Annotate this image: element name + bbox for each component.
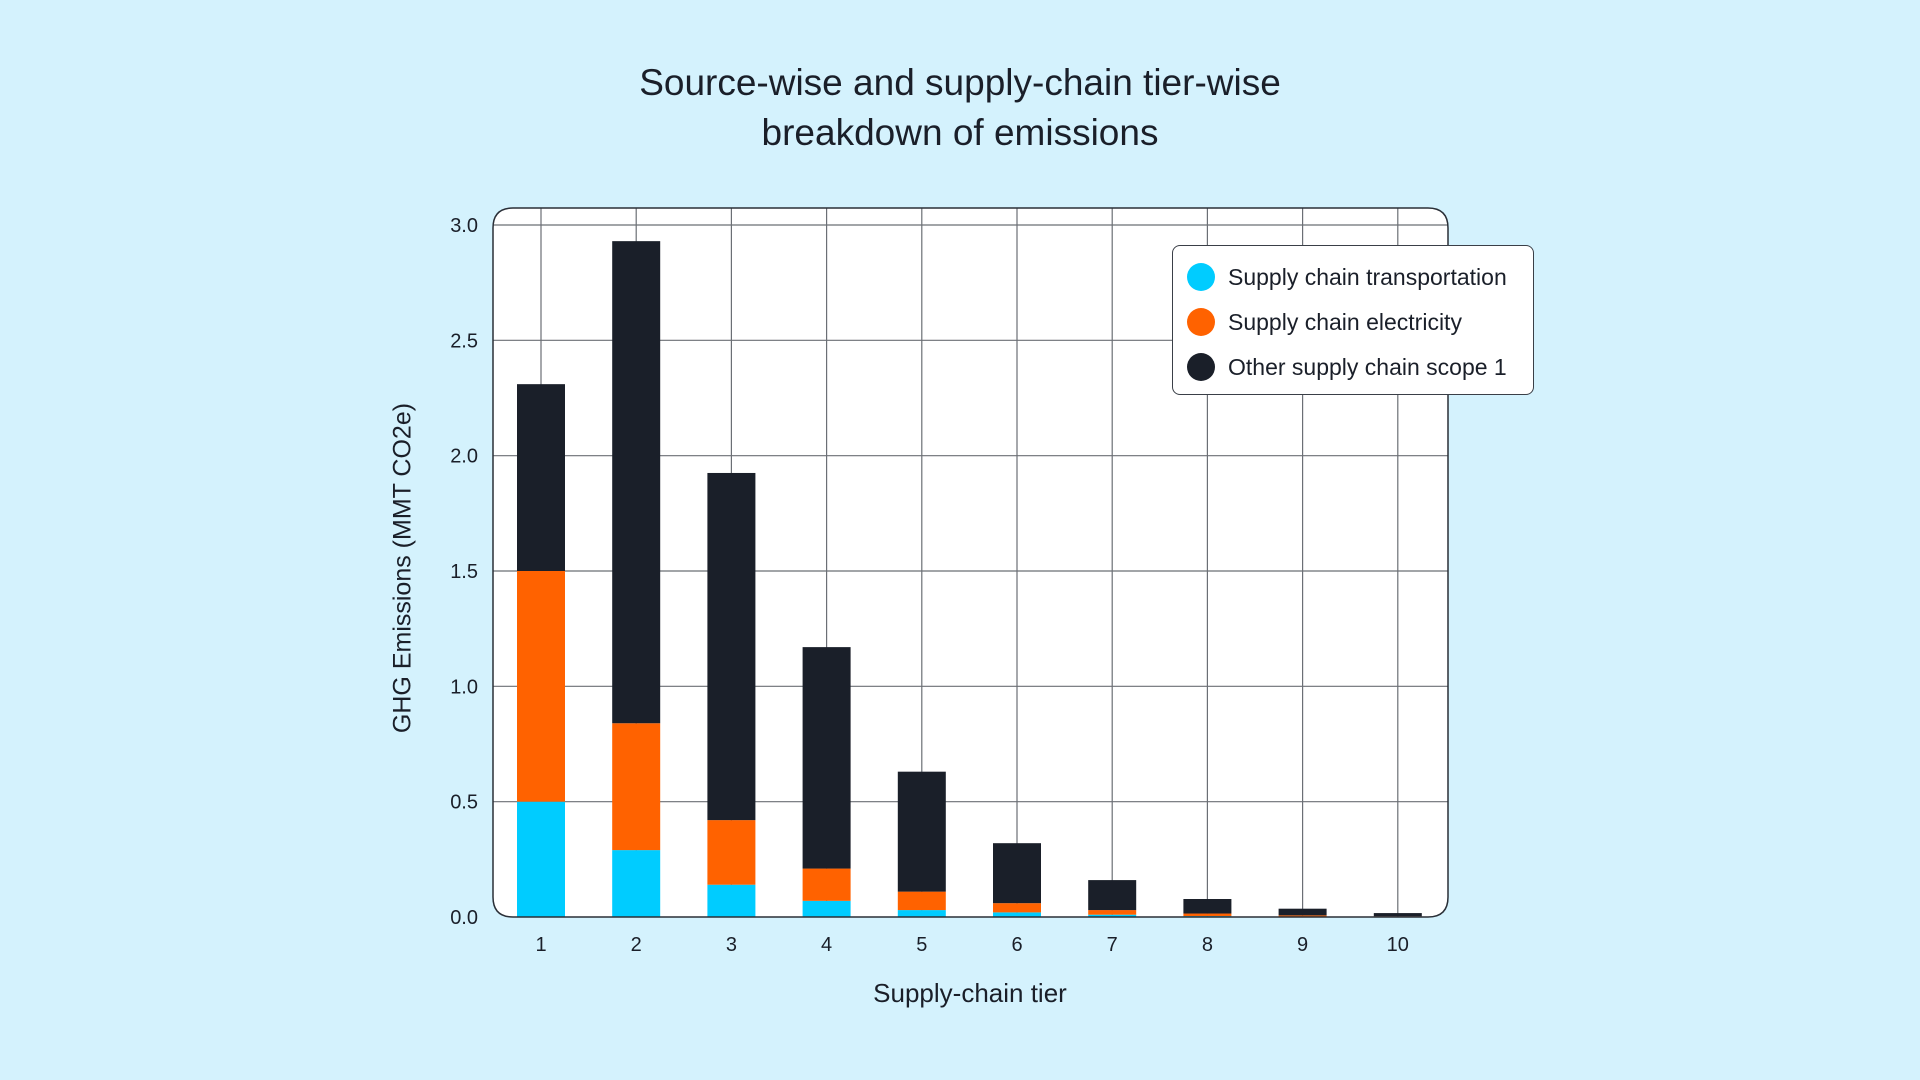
x-axis-ticks: 1 2 3 4 5 6 7 8 9 10 <box>535 934 1408 956</box>
legend: Supply chain transportation Supply chain… <box>1172 245 1534 395</box>
legend-item-other-scope-1: Other supply chain scope 1 <box>1187 352 1507 382</box>
bar-segment-other-scope-1-tier-2 <box>612 241 661 724</box>
legend-label-electricity: Supply chain electricity <box>1228 308 1462 335</box>
bar-segment-electricity-tier-4 <box>802 868 851 901</box>
x-tick-label: 7 <box>1107 934 1118 956</box>
x-tick-label: 4 <box>821 934 832 956</box>
bars <box>517 241 1422 917</box>
legend-marker-other-scope-1 <box>1187 353 1215 381</box>
bar-stack-tier-2 <box>612 241 661 917</box>
y-tick-label: 3.0 <box>450 215 478 237</box>
bar-segment-electricity-tier-1 <box>517 571 565 802</box>
chart-title-line-2: breakdown of emissions <box>761 112 1159 153</box>
x-tick-label: 10 <box>1387 934 1409 956</box>
chart-title: Source-wise and supply-chain tier-wise b… <box>0 58 1920 158</box>
bar-segment-other-scope-1-tier-9 <box>1278 908 1327 916</box>
bar-stack-tier-7 <box>1088 880 1137 917</box>
x-tick-label: 9 <box>1297 934 1308 956</box>
bar-segment-other-scope-1-tier-5 <box>897 771 946 892</box>
bar-segment-transportation-tier-1 <box>517 801 565 917</box>
legend-item-transportation: Supply chain transportation <box>1187 262 1507 292</box>
bar-stack-tier-6 <box>993 843 1041 917</box>
y-tick-label: 1.5 <box>450 561 478 583</box>
bar-stack-tier-5 <box>897 771 946 917</box>
bar-segment-electricity-tier-8 <box>1183 913 1232 917</box>
y-tick-label: 2.5 <box>450 330 478 352</box>
plot-border <box>492 207 1449 918</box>
bar-segment-transportation-tier-7 <box>1088 914 1137 917</box>
bar-segment-other-scope-1-tier-7 <box>1088 880 1137 911</box>
x-axis-label: Supply-chain tier <box>873 978 1067 1008</box>
bar-segment-other-scope-1-tier-10 <box>1373 913 1422 917</box>
bar-segment-electricity-tier-5 <box>897 891 946 911</box>
bar-segment-transportation-tier-3 <box>707 884 756 917</box>
bar-stack-tier-4 <box>802 647 851 917</box>
bar-stack-tier-1 <box>517 384 565 917</box>
legend-marker-transportation <box>1187 263 1215 291</box>
bar-stack-tier-3 <box>707 472 756 917</box>
bar-segment-other-scope-1-tier-1 <box>517 384 565 571</box>
bar-segment-transportation-tier-5 <box>897 910 946 917</box>
bar-stack-tier-9 <box>1278 908 1327 917</box>
bar-segment-transportation-tier-6 <box>993 912 1041 917</box>
x-tick-label: 3 <box>726 934 737 956</box>
y-tick-label: 0.0 <box>450 907 478 929</box>
x-tick-label: 5 <box>916 934 927 956</box>
bar-segment-other-scope-1-tier-4 <box>802 647 851 869</box>
plot-frame <box>492 207 1449 918</box>
x-tick-label: 1 <box>535 934 546 956</box>
bar-segment-electricity-tier-6 <box>993 903 1041 913</box>
bar-segment-other-scope-1-tier-6 <box>993 843 1041 904</box>
chart-title-line-1: Source-wise and supply-chain tier-wise <box>639 62 1281 103</box>
bar-segment-other-scope-1-tier-3 <box>707 472 756 821</box>
bar-segment-electricity-tier-7 <box>1088 910 1137 915</box>
y-tick-label: 1.0 <box>450 676 478 698</box>
bar-segment-transportation-tier-4 <box>802 900 851 917</box>
y-tick-label: 0.5 <box>450 792 478 814</box>
bar-segment-electricity-tier-3 <box>707 820 756 885</box>
bar-segment-electricity-tier-9 <box>1278 915 1327 917</box>
legend-marker-electricity <box>1187 308 1215 336</box>
bar-segment-electricity-tier-2 <box>612 723 661 851</box>
legend-item-electricity: Supply chain electricity <box>1187 307 1462 337</box>
bar-segment-transportation-tier-2 <box>612 850 661 917</box>
bar-segment-other-scope-1-tier-8 <box>1183 899 1232 914</box>
y-axis-ticks: 0.0 0.5 1.0 1.5 2.0 2.5 3.0 <box>450 215 478 929</box>
legend-label-transportation: Supply chain transportation <box>1228 263 1507 290</box>
x-tick-label: 2 <box>631 934 642 956</box>
y-tick-label: 2.0 <box>450 446 478 468</box>
x-tick-label: 6 <box>1011 934 1022 956</box>
bar-stack-tier-8 <box>1183 899 1232 917</box>
y-axis-label: GHG Emissions (MMT CO2e) <box>388 402 417 734</box>
x-tick-label: 8 <box>1202 934 1213 956</box>
legend-label-other-scope-1: Other supply chain scope 1 <box>1228 353 1507 380</box>
